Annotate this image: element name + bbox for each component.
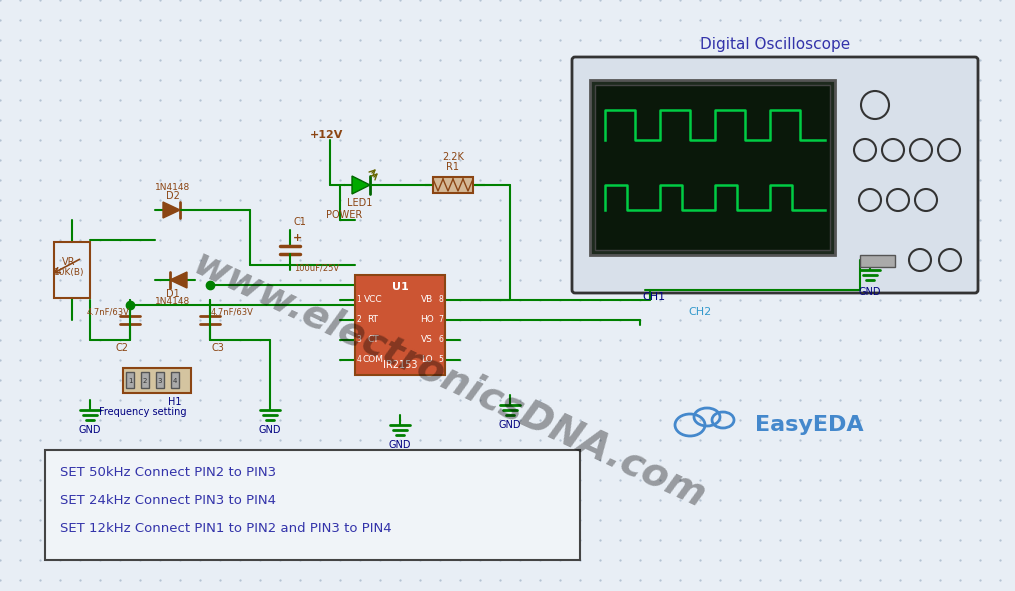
Text: 2: 2 — [143, 378, 147, 384]
Polygon shape — [170, 272, 187, 288]
Text: D1: D1 — [166, 289, 180, 299]
Text: SET 24kHz Connect PIN3 to PIN4: SET 24kHz Connect PIN3 to PIN4 — [60, 493, 276, 506]
Circle shape — [854, 139, 876, 161]
Circle shape — [910, 139, 932, 161]
Bar — [123, 368, 191, 393]
Text: VCC: VCC — [363, 296, 383, 304]
Circle shape — [887, 189, 909, 211]
Text: 1N4148: 1N4148 — [155, 183, 191, 193]
Text: CT: CT — [367, 336, 379, 345]
Text: 3: 3 — [356, 336, 361, 345]
Text: 10K(B): 10K(B) — [54, 268, 84, 277]
Text: GND: GND — [79, 425, 102, 435]
Text: 1: 1 — [128, 378, 132, 384]
Circle shape — [909, 249, 931, 271]
Text: 7: 7 — [438, 316, 444, 324]
Text: 6: 6 — [438, 336, 444, 345]
Text: 4.7nF/63V: 4.7nF/63V — [86, 307, 130, 317]
Text: 4.7nF/63V: 4.7nF/63V — [210, 307, 254, 317]
Text: VR: VR — [62, 257, 76, 267]
Circle shape — [861, 91, 889, 119]
FancyBboxPatch shape — [572, 57, 978, 293]
Text: 4: 4 — [173, 378, 178, 384]
Text: 2.2K: 2.2K — [443, 152, 464, 162]
Text: C3: C3 — [211, 343, 224, 353]
Bar — [590, 80, 835, 255]
Text: LO: LO — [421, 356, 432, 365]
Text: Digital Oscilloscope: Digital Oscilloscope — [700, 37, 851, 53]
Text: 3: 3 — [157, 378, 162, 384]
Text: POWER: POWER — [326, 210, 362, 220]
Polygon shape — [163, 202, 180, 218]
Text: COM: COM — [362, 356, 384, 365]
Text: H1: H1 — [168, 397, 182, 407]
Bar — [595, 85, 830, 250]
Text: +12V: +12V — [310, 130, 343, 140]
Bar — [141, 372, 149, 388]
Text: D2: D2 — [166, 191, 180, 201]
Text: CH2: CH2 — [688, 307, 712, 317]
Bar — [171, 372, 179, 388]
Text: LED1: LED1 — [347, 198, 373, 208]
Text: RT: RT — [367, 316, 379, 324]
Text: Frequency setting: Frequency setting — [99, 407, 187, 417]
Text: GND: GND — [859, 287, 881, 297]
Polygon shape — [352, 176, 370, 194]
Text: GND: GND — [389, 440, 411, 450]
Circle shape — [882, 139, 904, 161]
Text: 100uF/25V: 100uF/25V — [294, 264, 339, 272]
Text: HO: HO — [420, 316, 433, 324]
Text: R1: R1 — [447, 162, 460, 172]
Bar — [860, 255, 895, 267]
Text: 8: 8 — [438, 296, 444, 304]
Text: U1: U1 — [392, 282, 408, 292]
Text: VS: VS — [421, 336, 433, 345]
Circle shape — [859, 189, 881, 211]
Circle shape — [915, 189, 937, 211]
Text: SET 50kHz Connect PIN2 to PIN3: SET 50kHz Connect PIN2 to PIN3 — [60, 466, 276, 479]
Bar — [45, 450, 580, 560]
Text: 2: 2 — [356, 316, 361, 324]
Text: GND: GND — [498, 420, 522, 430]
Text: 1: 1 — [356, 296, 361, 304]
Circle shape — [938, 139, 960, 161]
Text: GND: GND — [259, 425, 281, 435]
Text: SET 12kHz Connect PIN1 to PIN2 and PIN3 to PIN4: SET 12kHz Connect PIN1 to PIN2 and PIN3 … — [60, 521, 392, 534]
Text: C1: C1 — [294, 217, 307, 227]
Bar — [54, 242, 90, 298]
Circle shape — [939, 249, 961, 271]
Text: 5: 5 — [438, 356, 444, 365]
Text: EasyEDA: EasyEDA — [755, 415, 864, 435]
Bar — [433, 177, 473, 193]
Text: www.electronicsDNA.com: www.electronicsDNA.com — [188, 244, 713, 516]
Bar — [156, 372, 164, 388]
Text: VB: VB — [421, 296, 433, 304]
Bar — [126, 372, 134, 388]
Text: 4: 4 — [356, 356, 361, 365]
Text: C2: C2 — [116, 343, 129, 353]
Text: CH1: CH1 — [642, 292, 666, 302]
Text: IR2153: IR2153 — [383, 360, 417, 370]
Text: +: + — [293, 233, 302, 243]
Bar — [355, 275, 445, 375]
Text: 1N4148: 1N4148 — [155, 297, 191, 307]
